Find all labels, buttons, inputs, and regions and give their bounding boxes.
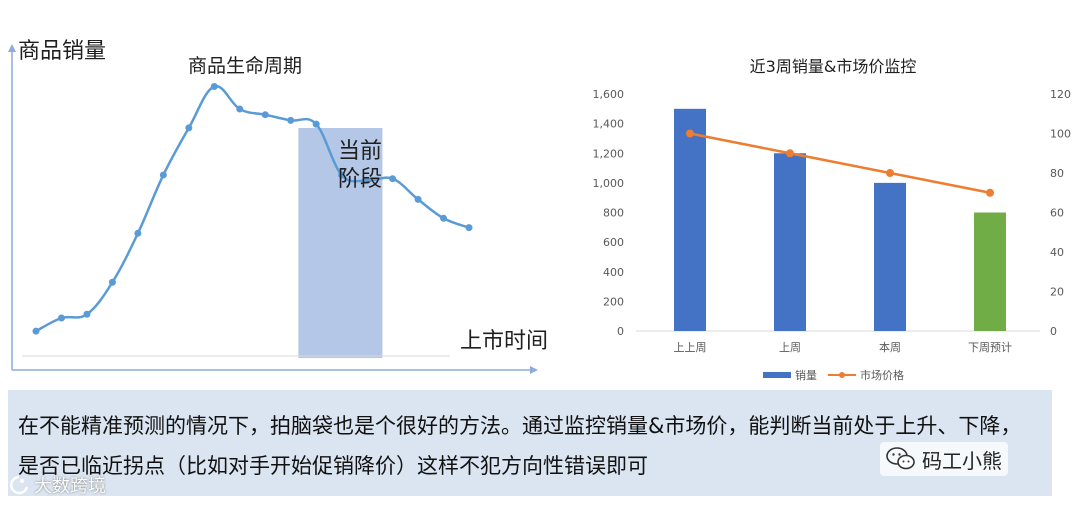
- y-tick-label: 800: [603, 207, 624, 220]
- lifecycle-point: [108, 278, 116, 286]
- y2-tick-label: 40: [1050, 246, 1064, 259]
- y2-tick-label: 60: [1050, 207, 1064, 220]
- x-tick-label: 上上周: [674, 341, 707, 354]
- price-line: [689, 132, 991, 194]
- lifecycle-point: [287, 116, 295, 124]
- price-point: [686, 129, 694, 138]
- highlight-label-line1: 当前: [338, 139, 382, 164]
- y-tick-label: 0: [617, 325, 624, 338]
- watermark-label: 大数跨境: [34, 476, 106, 497]
- y-tick-label: 1,600: [593, 88, 625, 101]
- lifecycle-point: [389, 175, 397, 183]
- lifecycle-point: [83, 310, 91, 318]
- y-tick-label: 200: [603, 295, 624, 308]
- y-tick-label: 1,400: [593, 118, 625, 131]
- lifecycle-point: [414, 195, 422, 203]
- x-axis-arrow: [530, 366, 538, 374]
- legend: 销量 市场价格: [763, 368, 904, 382]
- y2-tick-label: 0: [1050, 325, 1057, 338]
- wechat-icon: [886, 447, 915, 470]
- legend-label-price: 市场价格: [860, 368, 904, 382]
- weekly-monitor-chart: 近3周销量&市场价监控 02004006008001,0001,2001,400…: [593, 57, 1072, 382]
- lifecycle-point: [440, 214, 448, 222]
- lifecycle-point: [210, 82, 218, 90]
- y2-tick-label: 120: [1050, 88, 1071, 101]
- note-box: 在不能精准预测的情况下，拍脑袋也是个很好的方法。通过监控销量&市场价，能判断当前…: [8, 390, 1052, 496]
- lifecycle-curve: [35, 85, 470, 333]
- legend-label-sales: 销量: [795, 368, 817, 382]
- logo-icon: [10, 475, 29, 495]
- sales-bar: [974, 212, 1006, 331]
- highlight-label-line2: 阶段: [338, 167, 382, 192]
- y-tick-label: 400: [603, 266, 624, 279]
- x-axis-label: 上市时间: [460, 329, 548, 354]
- lifecycle-point: [363, 177, 371, 185]
- current-stage-highlight: [298, 128, 383, 358]
- y2-tick-label: 100: [1050, 128, 1071, 141]
- wechat-account-name: 码工小熊: [922, 448, 1002, 473]
- sales-bar: [674, 108, 706, 331]
- lifecycle-point: [236, 105, 244, 113]
- lifecycle-point: [32, 327, 40, 335]
- lifecycle-chart: 商品销量 商品生命周期 上市时间 当前 阶段: [8, 39, 548, 374]
- y2-tick-label: 20: [1050, 286, 1064, 299]
- price-point: [786, 149, 794, 158]
- lifecycle-point: [261, 111, 269, 119]
- x-tick-label: 本周: [879, 340, 901, 354]
- price-point: [986, 188, 994, 197]
- price-point: [886, 169, 894, 177]
- y2-tick-label: 80: [1050, 167, 1064, 180]
- sales-bar: [874, 182, 906, 331]
- lifecycle-point: [134, 229, 142, 237]
- lifecycle-point: [465, 224, 473, 232]
- lifecycle-point: [159, 171, 167, 179]
- wechat-badge: 码工小熊: [880, 442, 1008, 476]
- y-tick-label: 600: [603, 236, 624, 249]
- y-tick-label: 1,200: [593, 147, 625, 160]
- y-axis-arrow: [8, 44, 16, 52]
- chart-title: 近3周销量&市场价监控: [750, 57, 917, 76]
- x-tick-label: 上周: [779, 341, 801, 354]
- note-text: 在不能精准预测的情况下，拍脑袋也是个很好的方法。通过监控销量&市场价，能判断当前…: [18, 414, 1022, 478]
- lifecycle-point: [312, 120, 320, 128]
- x-tick-label: 下周预计: [968, 341, 1012, 354]
- legend-marker-price: [839, 372, 845, 378]
- sales-bar: [774, 153, 806, 331]
- lifecycle-point: [57, 314, 65, 322]
- lifecycle-point: [338, 171, 346, 179]
- chart-title: 商品生命周期: [188, 55, 302, 77]
- watermark: 大数跨境: [8, 472, 106, 498]
- legend-swatch-sales: [763, 372, 791, 378]
- y-tick-label: 1,000: [593, 177, 625, 190]
- y-axis-label: 商品销量: [18, 39, 106, 64]
- lifecycle-point: [185, 124, 193, 132]
